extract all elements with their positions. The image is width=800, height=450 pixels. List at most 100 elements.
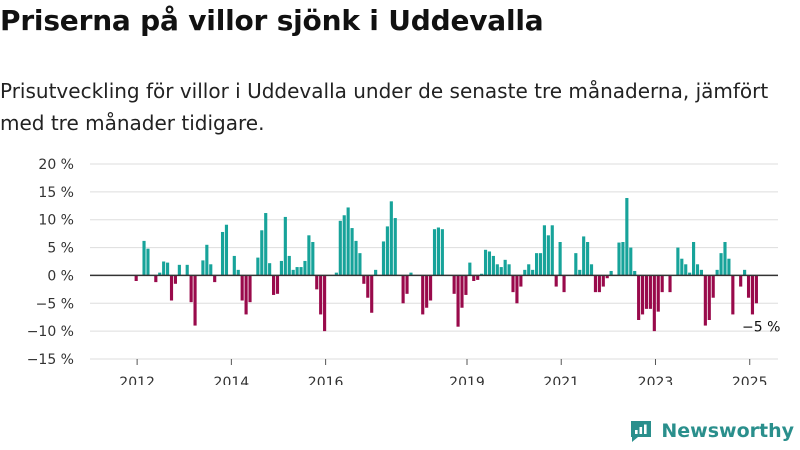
brand-logo: Newsworthy [628, 418, 794, 444]
y-tick-label: −10 % [27, 324, 74, 340]
bar [703, 275, 707, 326]
y-tick-label: 0 % [47, 268, 74, 284]
bar [236, 269, 240, 276]
bar [546, 235, 550, 276]
bar [311, 242, 315, 276]
newsworthy-logo-icon [631, 421, 652, 442]
bar [746, 275, 751, 298]
bar [405, 275, 409, 294]
bar [362, 275, 366, 284]
bar [688, 272, 692, 276]
bar [166, 262, 170, 276]
bar [629, 247, 633, 276]
bar [621, 242, 625, 276]
bar [495, 264, 499, 276]
bar [507, 264, 511, 276]
bar [695, 264, 700, 276]
bar [279, 260, 283, 276]
bar [464, 275, 468, 295]
bar [248, 275, 252, 303]
bar [374, 269, 378, 276]
bar [409, 272, 413, 276]
bar [676, 247, 680, 276]
bar [711, 275, 715, 298]
bar [593, 275, 598, 293]
bar [637, 275, 641, 320]
bar [589, 264, 594, 276]
bar [668, 275, 672, 293]
gridlines [90, 163, 778, 360]
bar [381, 241, 386, 276]
bar [268, 263, 272, 276]
bar [295, 267, 299, 276]
bar [472, 275, 476, 281]
bar [146, 248, 150, 276]
bar [366, 275, 370, 298]
x-tick-label: 2025 [732, 375, 768, 385]
bar [617, 242, 621, 276]
bar [515, 275, 519, 304]
chart-title: Priserna på villor sjönk i Uddevalla [0, 4, 544, 37]
bar [644, 275, 649, 309]
bar [538, 253, 543, 276]
bar [342, 215, 346, 276]
bar [401, 275, 405, 304]
bar [731, 275, 735, 315]
bar [158, 272, 162, 276]
bar [354, 240, 358, 276]
bar [142, 240, 146, 276]
bar [723, 242, 727, 276]
bar [754, 275, 758, 304]
bar [707, 275, 711, 320]
bar [625, 197, 629, 276]
x-tick-label: 2012 [119, 375, 155, 385]
bar [385, 226, 389, 276]
bar [743, 269, 747, 276]
bar [648, 275, 652, 309]
bar [287, 255, 291, 276]
bar [425, 275, 429, 308]
bar-chart: −15 %−10 %−5 %0 %5 %10 %15 %20 % 2012 201… [27, 157, 781, 385]
bar [220, 231, 225, 276]
bar [660, 275, 664, 293]
bar [597, 275, 601, 293]
bar [224, 224, 229, 276]
bar [201, 260, 205, 276]
bar [303, 260, 307, 276]
bar [609, 270, 613, 276]
bar [652, 275, 656, 332]
bar [511, 275, 515, 293]
bar [346, 207, 350, 276]
bar [162, 261, 166, 276]
y-axis-labels: −15 % −10 % −5 % 0 % 5 % 10 % 15 % 20 % [27, 157, 74, 368]
bar [578, 269, 582, 276]
bar [421, 275, 425, 315]
x-tick-label: 2021 [543, 375, 579, 385]
chart-subtitle: Prisutveckling för villor i Uddevalla un… [0, 79, 769, 135]
bar [519, 275, 523, 287]
bar [429, 275, 433, 301]
bar [523, 269, 527, 276]
bar [244, 275, 248, 315]
bar [550, 225, 554, 276]
x-axis: 2012 2014 2016 2019 2021 2023 2025 [119, 359, 768, 385]
y-tick-label: −5 % [36, 296, 74, 312]
bar [358, 253, 362, 276]
bar [272, 275, 276, 295]
bar [213, 275, 217, 283]
bar [491, 255, 495, 276]
bar [499, 267, 503, 276]
bar [468, 262, 472, 276]
bar [531, 269, 535, 276]
x-tick-label: 2016 [308, 375, 344, 385]
bar [264, 213, 268, 276]
bar [605, 275, 609, 279]
bar [503, 259, 507, 276]
y-tick-label: 10 % [38, 213, 74, 229]
bar [558, 242, 562, 276]
bar [542, 225, 546, 276]
bar [185, 264, 189, 276]
bar [315, 275, 319, 290]
bar [291, 269, 295, 276]
bar [256, 257, 260, 276]
